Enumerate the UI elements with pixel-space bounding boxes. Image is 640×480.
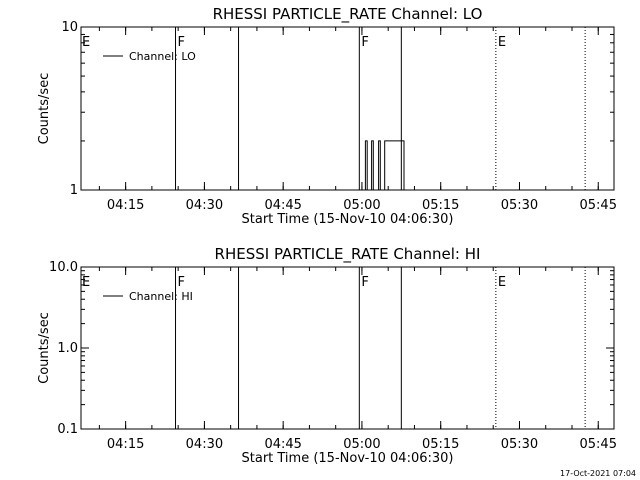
x-tick-label: 05:00	[343, 198, 380, 213]
y-tick-label: 0.1	[57, 422, 78, 437]
chart-panel-1: RHESSI PARTICLE_RATE Channel: LO 04:15 04:…	[37, 5, 617, 227]
chart-title: RHESSI PARTICLE_RATE Channel: LO	[213, 5, 483, 24]
x-tick-label: 05:15	[422, 198, 459, 213]
event-marker-label: F	[178, 35, 185, 50]
y-tick-label: 10.0	[49, 260, 78, 275]
x-axis-label: Start Time (15-Nov-10 04:06:30)	[242, 451, 454, 466]
x-tick-label: 05:30	[501, 437, 538, 452]
x-tick-label: 05:00	[343, 437, 380, 452]
x-tick-label: 04:45	[264, 198, 301, 213]
x-tick-label: 04:30	[186, 198, 223, 213]
event-marker-label: E	[498, 35, 506, 50]
x-tick-label: 04:30	[186, 437, 223, 452]
chart-panel-2: RHESSI PARTICLE_RATE Channel: HI 04:15 04:…	[37, 245, 617, 466]
footer-timestamp: 17-Oct-2021 07:04	[560, 469, 636, 478]
plot-frame	[80, 26, 615, 191]
y-tick-label: 10	[61, 20, 78, 35]
event-marker-label: F	[361, 35, 368, 50]
x-tick-label: 04:15	[107, 437, 144, 452]
y-tick-label: 1	[70, 183, 78, 198]
chart-title: RHESSI PARTICLE_RATE Channel: HI	[215, 245, 481, 264]
event-marker-label: E	[498, 275, 506, 290]
series-line	[364, 140, 405, 191]
x-axis-label: Start Time (15-Nov-10 04:06:30)	[242, 212, 454, 227]
x-tick-label: 05:45	[580, 198, 617, 213]
y-axis-label: Counts/sec	[37, 73, 52, 145]
event-marker-label: F	[361, 275, 368, 290]
edge-marker-label: E	[82, 275, 90, 290]
x-tick-label: 04:15	[107, 198, 144, 213]
x-tick-label: 05:30	[501, 198, 538, 213]
legend-entry: Channel: HI	[129, 290, 193, 303]
y-axis-label: Counts/sec	[37, 312, 52, 384]
edge-marker-label: E	[82, 35, 90, 50]
x-tick-label: 05:45	[580, 437, 617, 452]
event-marker-label: F	[178, 275, 185, 290]
x-tick-label: 04:45	[264, 437, 301, 452]
x-tick-label: 05:15	[422, 437, 459, 452]
y-tick-label: 1.0	[57, 341, 78, 356]
legend-entry: Channel: LO	[129, 50, 196, 63]
